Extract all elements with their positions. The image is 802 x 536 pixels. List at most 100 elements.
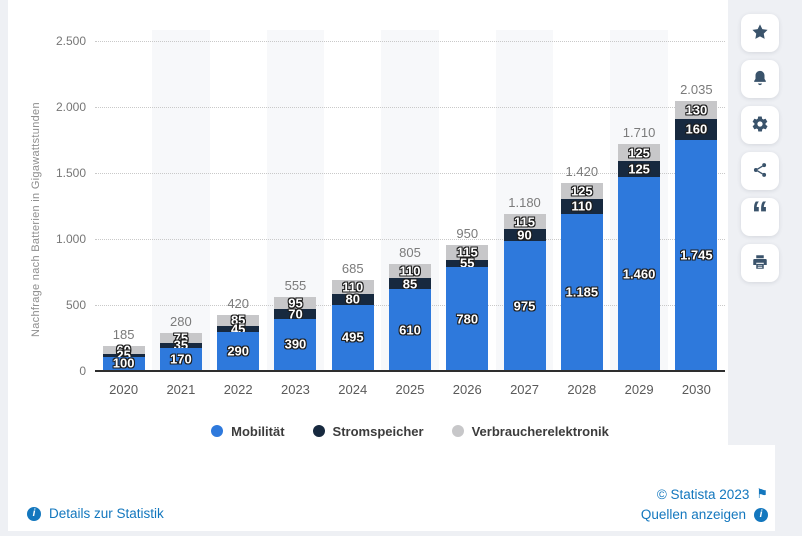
bar-stack-2022: 420 85 45 290 — [217, 296, 260, 370]
x-tick-label: 2020 — [109, 382, 139, 397]
settings-button[interactable] — [741, 106, 779, 144]
sources-link[interactable]: Quellen anzeigen i — [641, 507, 768, 522]
x-tick-label: 2026 — [452, 382, 482, 397]
bar-segment-value: 125 — [628, 145, 650, 161]
bar-segment-value: 110 — [342, 279, 364, 295]
bar-segment-2023: 390 — [274, 318, 317, 370]
details-link[interactable]: i Details zur Statistik — [27, 506, 164, 521]
chart-legend: Mobilität Stromspeicher Verbraucherelekt… — [95, 420, 725, 442]
bar-total-label: 1.180 — [508, 195, 541, 211]
plot-stripe — [152, 30, 210, 372]
share-icon — [751, 161, 769, 182]
sources-link-label: Quellen anzeigen — [640, 507, 746, 522]
bar-segment-value: 130 — [685, 102, 708, 118]
bar-segment-2026: 115 — [446, 244, 489, 260]
x-tick-label: 2027 — [510, 382, 539, 397]
bar-segment-value: 170 — [170, 351, 192, 367]
bar-segment-2024: 495 — [331, 304, 374, 370]
bar-stack-2027: 1.180 115 90 975 — [503, 195, 546, 370]
bar-total-label: 420 — [227, 295, 250, 311]
bar-segment-2027: 115 — [503, 214, 546, 230]
legend-item-mobilitaet: Mobilität — [211, 423, 285, 439]
notification-button[interactable] — [741, 60, 779, 98]
bar-stack-2028: 1.420 125 110 1.185 — [560, 164, 603, 370]
bar-segment-value: 125 — [570, 183, 593, 199]
printer-icon — [751, 253, 769, 274]
bar-segment-2025: 110 — [389, 263, 431, 279]
bar-stack-2020: 185 60 25 100 — [102, 327, 145, 370]
cite-button[interactable]: “ — [741, 197, 779, 236]
footer-card — [8, 445, 775, 531]
legend-dot-mobilitaet — [211, 425, 224, 437]
bar-total-label: 185 — [112, 326, 135, 342]
bar-segment-2026: 780 — [446, 267, 489, 370]
bar-segment-2029: 125 — [618, 144, 661, 161]
info-icon: i — [27, 506, 41, 521]
y-tick-label: 1.500 — [55, 166, 86, 180]
bar-segment-value: 610 — [399, 322, 421, 338]
y-tick-label: 2.000 — [55, 100, 86, 114]
bar-segment-2021: 75 — [159, 330, 202, 346]
bar-segment-value: 60 — [116, 342, 131, 358]
gridline — [95, 239, 725, 240]
bar-total-label: 805 — [399, 244, 421, 260]
bar-stack-2026: 950 115 55 780 — [446, 226, 489, 370]
x-tick-label: 2028 — [567, 382, 597, 397]
bar-segment-value: 495 — [341, 329, 364, 345]
bar-segment-value: 75 — [173, 330, 189, 346]
bar-segment-2023: 95 — [274, 295, 317, 311]
bar-segment-2027: 975 — [503, 241, 546, 370]
bar-segment-2025: 610 — [389, 289, 431, 370]
bar-segment-value: 85 — [402, 276, 418, 292]
bar-segment-2023: 70 — [274, 306, 317, 322]
bar-segment-2020: 100 — [102, 356, 145, 370]
bar-segment-2030: 160 — [675, 118, 718, 140]
gridline — [95, 41, 725, 42]
x-tick-label: 2030 — [681, 382, 711, 397]
copyright-link[interactable]: © Statista 2023 ⚑ — [657, 486, 768, 502]
share-button[interactable] — [741, 152, 779, 190]
bar-segment-value: 115 — [514, 214, 536, 230]
bar-segment-2025: 85 — [389, 276, 431, 292]
gear-icon — [751, 115, 769, 136]
bar-stack-2029: 1.710 125 125 1.460 — [618, 125, 661, 370]
bar-segment-value: 95 — [288, 295, 303, 311]
bar-segment-value: 125 — [628, 161, 650, 177]
print-button[interactable] — [741, 244, 779, 282]
y-tick-label: 1.000 — [55, 232, 86, 246]
copyright-label: © Statista 2023 — [656, 486, 750, 502]
favorite-button[interactable] — [741, 14, 779, 52]
y-tick-label: 2.500 — [55, 34, 86, 48]
bar-segment-value: 80 — [345, 291, 360, 307]
flag-icon: ⚑ — [756, 486, 768, 501]
bar-segment-2030: 130 — [675, 101, 718, 119]
details-link-label: Details zur Statistik — [49, 506, 164, 521]
bar-total-label: 2.035 — [680, 82, 713, 98]
bar-segment-2022: 290 — [217, 331, 260, 370]
bar-segment-2028: 110 — [560, 199, 603, 214]
bar-segment-2020: 60 — [102, 342, 145, 358]
x-tick-label: 2021 — [166, 382, 196, 397]
bar-segment-2022: 85 — [217, 312, 260, 328]
bar-stack-2030: 2.035 130 160 1.745 — [675, 82, 718, 370]
bar-segment-2029: 1.460 — [618, 177, 661, 370]
bar-segment-value: 70 — [288, 306, 303, 322]
info-icon: i — [754, 507, 768, 522]
x-tick-label: 2025 — [395, 382, 425, 397]
bar-segment-value: 390 — [284, 336, 307, 352]
bar-segment-value: 1.745 — [680, 247, 713, 263]
bar-stack-2025: 805 110 85 610 — [389, 245, 431, 370]
x-axis-line — [95, 370, 725, 372]
gridline — [95, 107, 725, 108]
bar-stack-2024: 685 110 80 495 — [331, 261, 374, 370]
bar-stack-2023: 555 95 70 390 — [274, 278, 317, 370]
legend-label: Mobilität — [231, 423, 285, 439]
bar-segment-value: 90 — [517, 227, 532, 243]
x-tick-label: 2029 — [624, 382, 654, 397]
bar-total-label: 280 — [170, 314, 192, 330]
legend-dot-stromspeicher — [312, 425, 325, 437]
bar-segment-value: 85 — [230, 312, 246, 328]
bar-segment-value: 55 — [460, 255, 475, 271]
bell-icon — [751, 69, 769, 90]
y-tick-label: 0 — [79, 364, 86, 378]
